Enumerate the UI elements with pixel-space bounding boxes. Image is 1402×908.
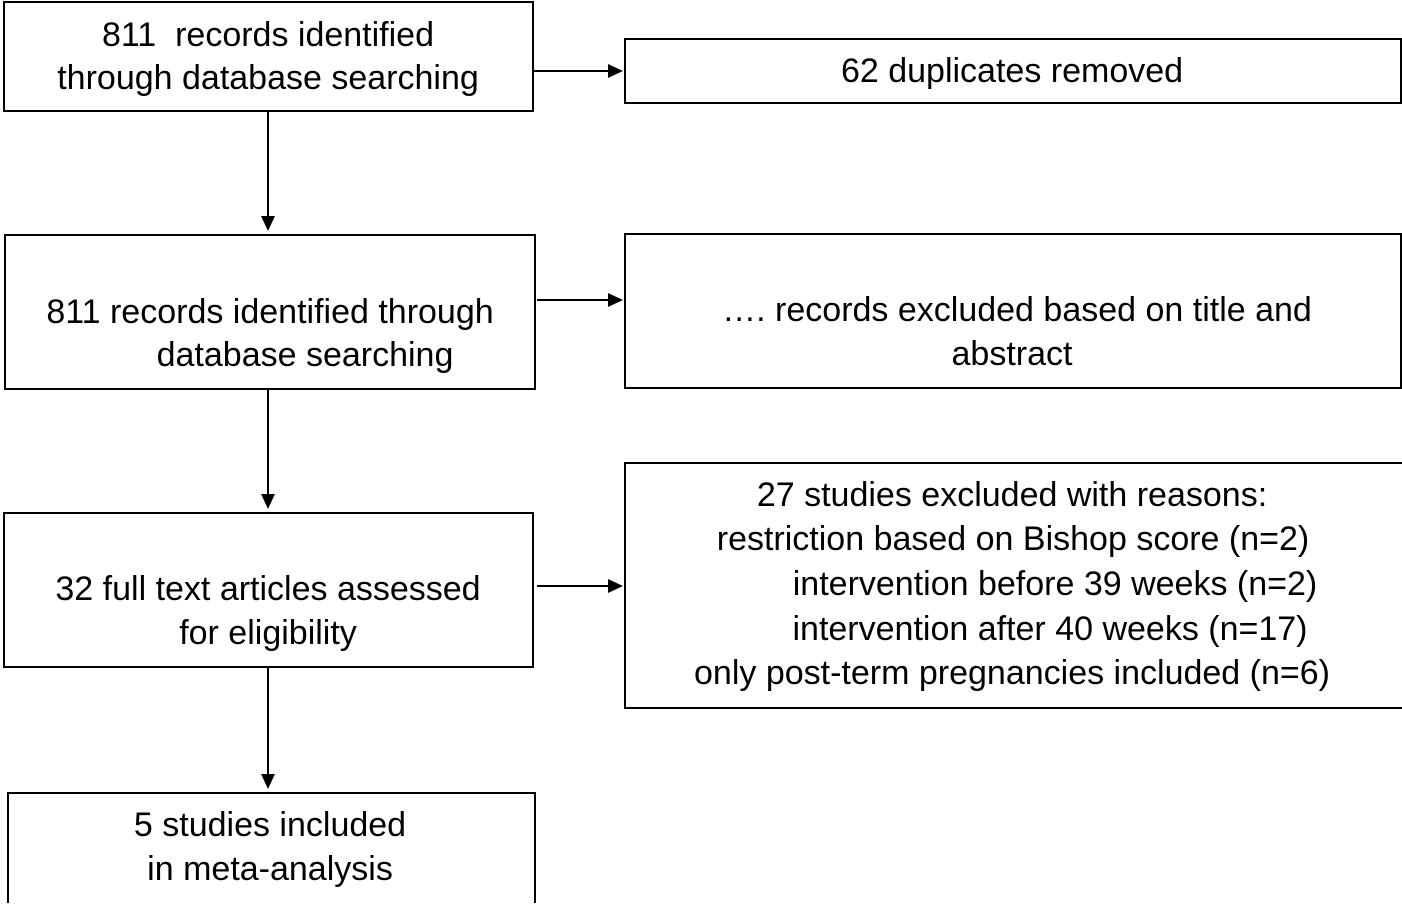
box-text: intervention after 40 weeks (n=17) xyxy=(792,610,1307,648)
box xyxy=(3,512,534,668)
box xyxy=(7,792,536,906)
box-text: intervention before 39 weeks (n=2) xyxy=(793,565,1317,603)
box-text: 27 studies excluded with reasons: xyxy=(757,476,1267,514)
box-text: abstract xyxy=(952,335,1073,373)
box-text: 62 duplicates removed xyxy=(841,52,1183,90)
box-text: restriction based on Bishop score (n=2) xyxy=(717,520,1309,558)
box-text: in meta-analysis xyxy=(147,850,393,888)
box-text: only post-term pregnancies included (n=6… xyxy=(694,654,1330,692)
box xyxy=(624,233,1402,389)
box-text: 811 records identified through xyxy=(46,293,493,331)
box-text: through database searching xyxy=(57,59,479,97)
box xyxy=(4,234,536,390)
box-text: 811 records identified xyxy=(102,16,434,54)
box-text: 32 full text articles assessed xyxy=(55,570,480,608)
box xyxy=(624,38,1402,104)
arrow xyxy=(261,64,623,789)
box-text: database searching xyxy=(157,336,454,374)
box-text: 5 studies included xyxy=(134,806,406,844)
box xyxy=(624,462,1402,709)
box-text: for eligibility xyxy=(179,614,357,652)
box xyxy=(3,1,534,112)
box-text: …. records excluded based on title and xyxy=(722,291,1312,329)
